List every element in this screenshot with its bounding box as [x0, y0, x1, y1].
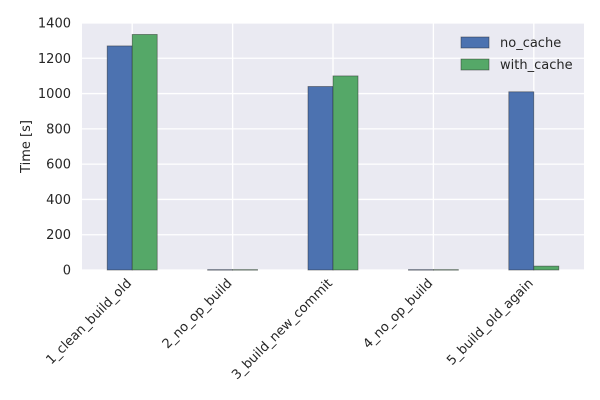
y-tick-label-2: 400 [46, 193, 71, 208]
bar-with_cache-3 [432, 269, 459, 271]
y-axis-ticks: 0 200 400 600 800 1000 1200 1400 [38, 17, 71, 279]
bar-with_cache-1 [232, 269, 259, 271]
y-tick-label-4: 800 [46, 122, 71, 137]
bar-no_cache-3 [407, 269, 434, 271]
legend-label-with_cache: with_cache [500, 58, 573, 73]
y-tick-label-5: 1000 [38, 87, 71, 102]
legend: no_cache with_cache [460, 36, 573, 73]
legend-swatch-with_cache [460, 58, 490, 71]
x-tick-label-0: 1_clean_build_old [43, 276, 135, 368]
bar-no_cache-1 [207, 269, 234, 271]
bar-no_cache-4 [508, 91, 535, 271]
bar-no_cache-2 [307, 86, 334, 271]
x-tick-label-1: 2_no_op_build [160, 276, 236, 352]
bar-with_cache-4 [533, 265, 560, 271]
y-tick-label-7: 1400 [38, 17, 71, 32]
x-tick-label-3: 4_no_op_build [360, 276, 436, 352]
bar-no_cache-0 [106, 45, 133, 271]
x-axis-ticks: 1_clean_build_old 2_no_op_build3_build_ne… [43, 276, 536, 383]
x-tick-label-2: 3_build_new_commit [229, 276, 336, 383]
y-tick-label-3: 600 [46, 158, 71, 173]
y-tick-label-6: 1200 [38, 52, 71, 67]
x-tick-label-4: 5_build_old_again [444, 276, 536, 368]
legend-label-no_cache: no_cache [500, 36, 561, 51]
y-axis-label: Time [s] [19, 120, 34, 174]
bars [106, 34, 560, 271]
y-tick-label-1: 200 [46, 228, 71, 243]
y-tick-label-0: 0 [63, 264, 71, 279]
legend-swatch-no_cache [460, 36, 490, 49]
bar-with_cache-0 [131, 34, 158, 271]
bar-with_cache-2 [332, 75, 359, 271]
